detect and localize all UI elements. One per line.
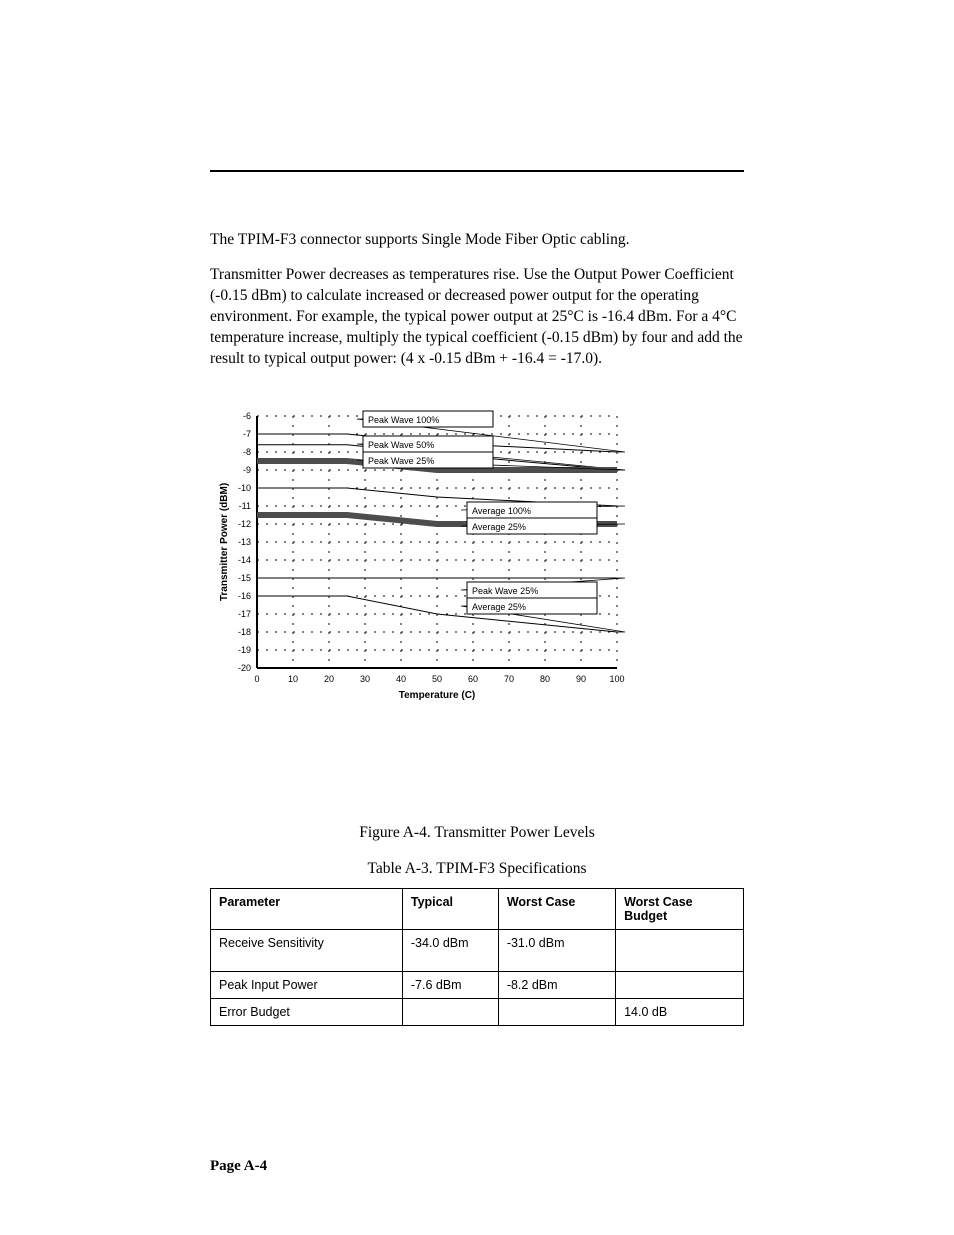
paragraph-2: Transmitter Power decreases as temperatu… xyxy=(210,265,744,370)
svg-text:-13: -13 xyxy=(238,537,251,547)
table-cell: Receive Sensitivity xyxy=(211,929,403,971)
svg-text:Peak Wave 25%: Peak Wave 25% xyxy=(472,586,538,596)
svg-text:-17: -17 xyxy=(238,609,251,619)
svg-text:-9: -9 xyxy=(243,465,251,475)
table-cell: -34.0 dBm xyxy=(402,929,498,971)
svg-text:30: 30 xyxy=(360,674,370,684)
svg-text:-11: -11 xyxy=(239,501,251,511)
svg-text:Average 100%: Average 100% xyxy=(472,506,531,516)
svg-text:-7: -7 xyxy=(243,429,251,439)
svg-text:Peak Wave 100%: Peak Wave 100% xyxy=(368,415,439,425)
svg-text:70: 70 xyxy=(504,674,514,684)
header-rule xyxy=(210,170,744,172)
svg-text:100: 100 xyxy=(609,674,624,684)
svg-text:0: 0 xyxy=(254,674,259,684)
svg-text:-18: -18 xyxy=(238,627,251,637)
specifications-table: Parameter Typical Worst Case Worst Case … xyxy=(210,888,744,1026)
table-cell xyxy=(498,998,615,1025)
svg-text:-16: -16 xyxy=(238,591,251,601)
table-cell xyxy=(402,998,498,1025)
power-levels-chart: Peak Wave 100% Peak Wave 50% Peak Wave 25%… xyxy=(210,398,744,704)
svg-text:Temperature (C): Temperature (C) xyxy=(399,690,476,701)
table-cell xyxy=(616,971,744,998)
svg-text:60: 60 xyxy=(468,674,478,684)
table-caption: Table A-3. TPIM-F3 Specifications xyxy=(210,860,744,878)
table-row: Peak Input Power-7.6 dBm-8.2 dBm xyxy=(211,971,744,998)
svg-text:Peak Wave 25%: Peak Wave 25% xyxy=(368,456,434,466)
svg-text:Average 25%: Average 25% xyxy=(472,602,526,612)
table-cell: -7.6 dBm xyxy=(402,971,498,998)
svg-text:90: 90 xyxy=(576,674,586,684)
svg-text:-20: -20 xyxy=(238,663,251,673)
svg-text:-10: -10 xyxy=(238,483,251,493)
th-parameter: Parameter xyxy=(211,888,403,929)
svg-text:Peak Wave 50%: Peak Wave 50% xyxy=(368,440,434,450)
table-cell: Peak Input Power xyxy=(211,971,403,998)
chart-svg: Peak Wave 100% Peak Wave 50% Peak Wave 25%… xyxy=(217,398,737,704)
svg-text:-15: -15 xyxy=(238,573,251,583)
svg-text:Average 25%: Average 25% xyxy=(472,522,526,532)
paragraph-1: The TPIM-F3 connector supports Single Mo… xyxy=(210,230,744,251)
svg-text:80: 80 xyxy=(540,674,550,684)
svg-text:-6: -6 xyxy=(243,411,251,421)
figure-caption: Figure A-4. Transmitter Power Levels xyxy=(210,824,744,842)
th-typical: Typical xyxy=(402,888,498,929)
svg-text:-19: -19 xyxy=(238,645,251,655)
svg-text:10: 10 xyxy=(288,674,298,684)
th-budget: Worst Case Budget xyxy=(616,888,744,929)
table-header-row: Parameter Typical Worst Case Worst Case … xyxy=(211,888,744,929)
table-cell: 14.0 dB xyxy=(616,998,744,1025)
page-number: Page A-4 xyxy=(210,1158,267,1175)
svg-text:40: 40 xyxy=(396,674,406,684)
svg-text:50: 50 xyxy=(432,674,442,684)
table-cell: -8.2 dBm xyxy=(498,971,615,998)
table-row: Receive Sensitivity-34.0 dBm-31.0 dBm xyxy=(211,929,744,971)
svg-text:-8: -8 xyxy=(243,447,251,457)
th-worst: Worst Case xyxy=(498,888,615,929)
svg-text:20: 20 xyxy=(324,674,334,684)
svg-text:Transmitter Power (dBM): Transmitter Power (dBM) xyxy=(219,482,230,600)
table-cell: Error Budget xyxy=(211,998,403,1025)
table-row: Error Budget 14.0 dB xyxy=(211,998,744,1025)
table-cell xyxy=(616,929,744,971)
svg-text:-14: -14 xyxy=(238,555,251,565)
svg-text:-12: -12 xyxy=(238,519,251,529)
table-cell: -31.0 dBm xyxy=(498,929,615,971)
